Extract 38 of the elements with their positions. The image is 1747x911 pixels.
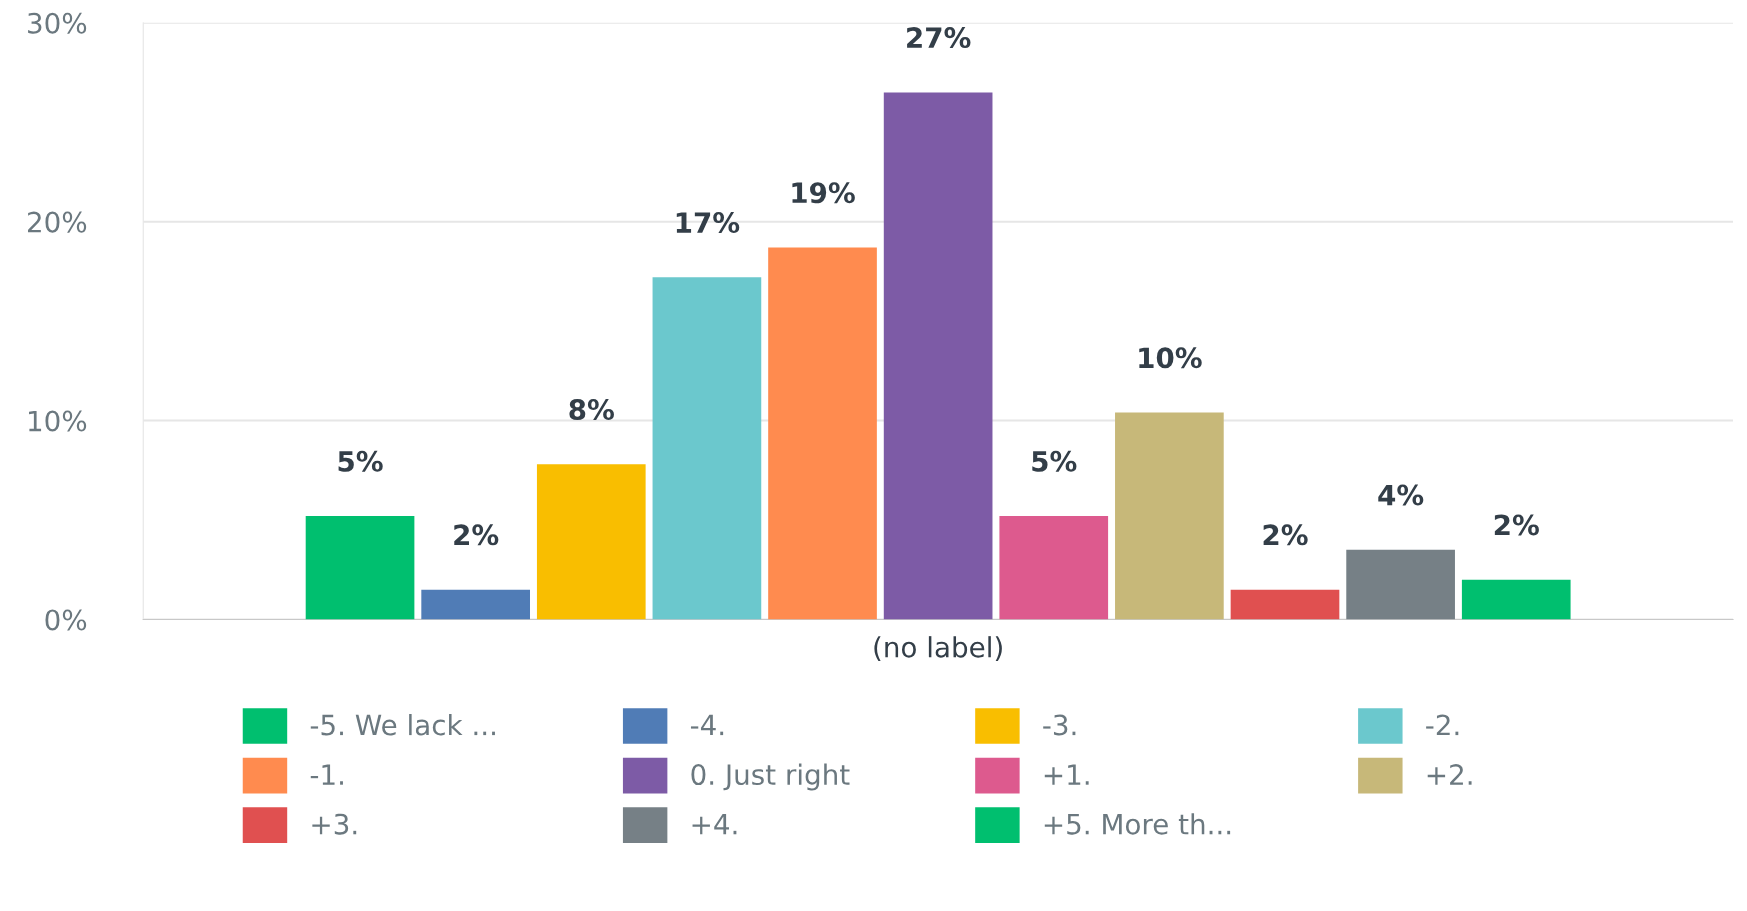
bar <box>421 589 530 620</box>
data-label: 2% <box>454 524 499 546</box>
legend-label: +5. More th... <box>1044 813 1231 835</box>
bar <box>883 92 993 620</box>
data-label: 10% <box>1139 347 1202 369</box>
y-tick-label: 0% <box>45 609 87 631</box>
y-tick-label: 20% <box>27 211 87 233</box>
data-label: 19% <box>792 182 855 204</box>
data-label: 17% <box>676 212 740 234</box>
y-tick-label: 10% <box>29 410 87 432</box>
bar <box>1230 589 1340 620</box>
bar <box>1346 549 1455 620</box>
legend-label: -5. We lack ... <box>310 714 495 736</box>
legend-label: -2. <box>1426 714 1459 736</box>
bar <box>305 516 415 620</box>
data-label: 8% <box>569 399 614 421</box>
bar <box>536 464 646 620</box>
x-tick-label: (no label) <box>874 636 1002 661</box>
bar <box>652 277 762 620</box>
y-tick-label: 30% <box>28 12 87 34</box>
legend-label: +4. <box>692 814 737 835</box>
legend-label: -3. <box>1043 714 1076 736</box>
data-label: 4% <box>1378 484 1424 506</box>
bar <box>768 247 877 620</box>
bar <box>1115 412 1224 620</box>
legend-label: +1. <box>1044 764 1089 785</box>
data-label: 5% <box>338 450 383 472</box>
data-label: 2% <box>1494 514 1539 536</box>
legend-label: +3. <box>312 813 357 835</box>
legend-label: +2. <box>1427 764 1472 785</box>
bar <box>999 516 1109 620</box>
bar <box>1461 579 1571 620</box>
data-label: 27% <box>907 27 971 49</box>
legend-label: -1. <box>310 764 343 785</box>
data-label: 2% <box>1263 524 1308 546</box>
legend-label: -4. <box>690 714 724 736</box>
legend-label: 0. Just right <box>691 763 850 791</box>
data-label: 5% <box>1032 450 1077 472</box>
